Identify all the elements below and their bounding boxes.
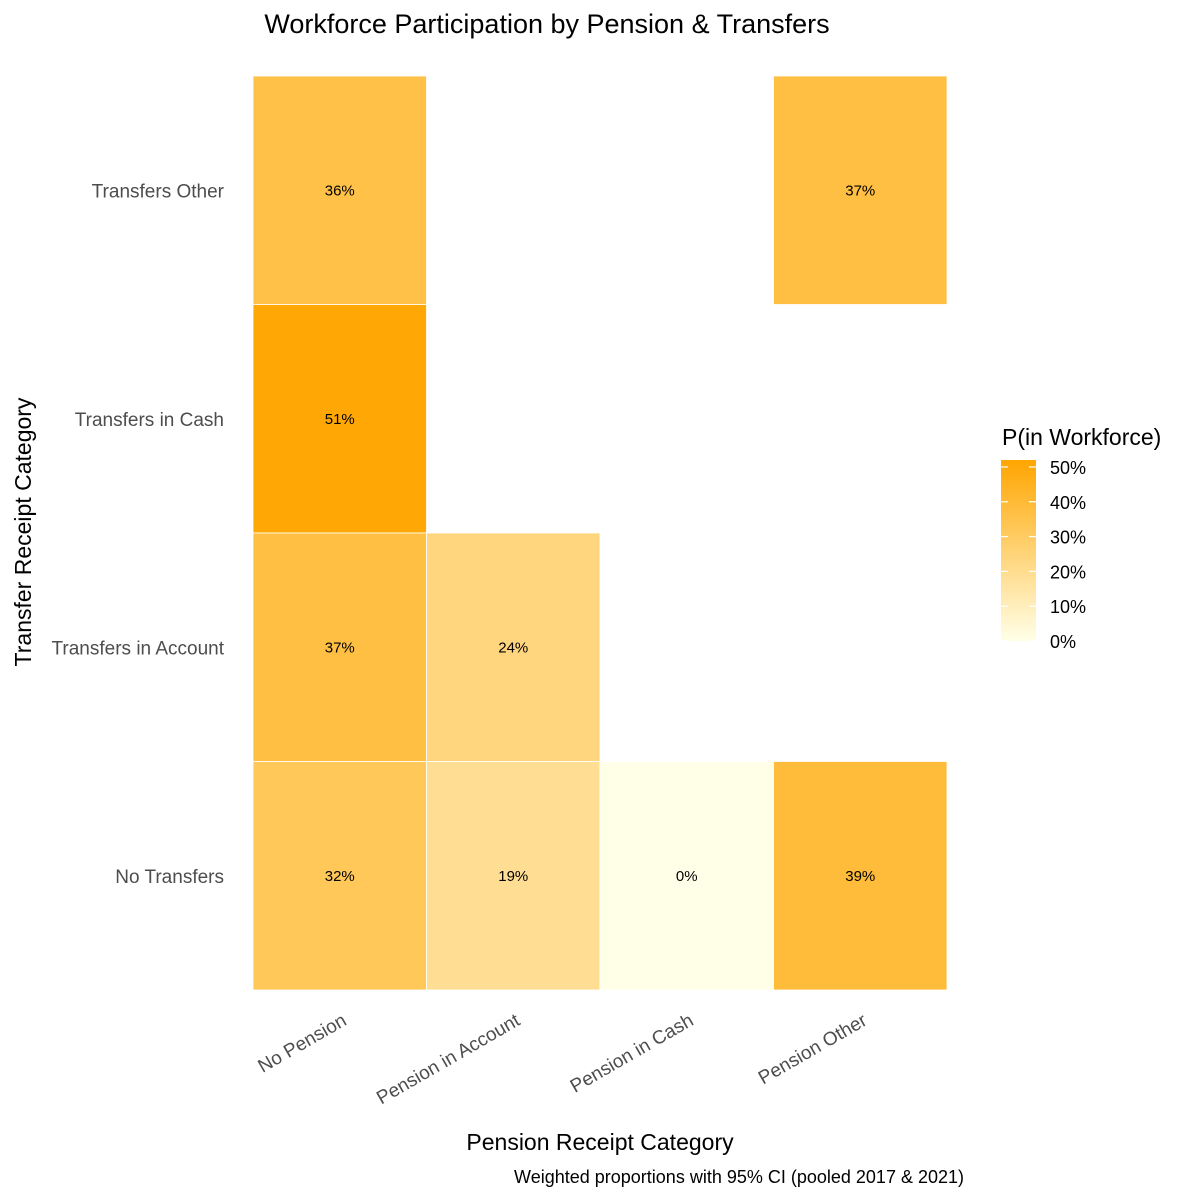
y-tick-transfers-in-account: Transfers in Account [52,638,225,659]
cell-label-no-pension-no-transfers: 32% [325,868,355,885]
heatmap-cells: 36% 37% 51% 37% 24% 32% 19% 0% 39% [252,75,948,991]
cell-label-no-pension-transfers-other: 36% [325,182,355,199]
heatmap-cell-no-pension-transfers-in-cash [252,304,427,534]
heatmap-cell-no-pension-transfers-in-account [252,532,427,762]
x-tick-pension-in-cash: Pension in Cash [567,1010,697,1097]
cell-label-pension-in-account-no-transfers: 19% [498,868,528,885]
color-legend: P(in Workforce) 0% 10% 20% 30% 40% 50% [1001,424,1161,652]
chart-title: Workforce Participation by Pension & Tra… [264,9,829,39]
x-tick-pension-in-account: Pension in Account [373,1010,524,1109]
heatmap-cell-pension-other-transfers-other [773,75,948,305]
heatmap-cell-no-pension-no-transfers [252,761,427,991]
heatmap-cell-pension-in-account-transfers-in-account [426,532,601,762]
heatmap-cell-pension-other-no-transfers [773,761,948,991]
legend-label-50: 50% [1050,458,1086,478]
legend-label-20: 20% [1050,562,1086,582]
heatmap-cell-pension-in-cash-no-transfers [599,761,774,991]
legend-ticks: 0% 10% 20% 30% 40% 50% [1001,458,1086,652]
cell-label-pension-other-no-transfers: 39% [845,868,875,885]
cell-label-pension-other-transfers-other: 37% [845,182,875,199]
x-tick-pension-other: Pension Other [755,1010,871,1089]
cell-label-pension-in-cash-no-transfers: 0% [676,868,698,885]
y-tick-transfers-other: Transfers Other [92,181,225,202]
legend-colorbar [1001,460,1036,641]
cell-label-no-pension-transfers-in-cash: 51% [325,411,355,428]
x-tick-no-pension: No Pension [255,1010,351,1077]
chart-caption: Weighted proportions with 95% CI (pooled… [514,1167,964,1187]
cell-label-no-pension-transfers-in-account: 37% [325,639,355,656]
legend-label-40: 40% [1050,493,1086,513]
legend-label-0: 0% [1050,632,1076,652]
y-axis-ticks: No Transfers Transfers in Account Transfer… [52,181,225,888]
y-tick-no-transfers: No Transfers [115,867,224,888]
x-axis-ticks: No Pension Pension in Account Pension in C… [255,1010,872,1109]
legend-title: P(in Workforce) [1002,424,1161,450]
heatmap-cell-pension-in-account-no-transfers [426,761,601,991]
legend-label-10: 10% [1050,597,1086,617]
heatmap-cell-no-pension-transfers-other [252,75,427,305]
y-tick-transfers-in-cash: Transfers in Cash [75,410,224,431]
y-axis-title: Transfer Receipt Category [10,397,36,666]
legend-label-30: 30% [1050,528,1086,548]
cell-label-pension-in-account-transfers-in-account: 24% [498,639,528,656]
x-axis-title: Pension Receipt Category [466,1129,734,1155]
